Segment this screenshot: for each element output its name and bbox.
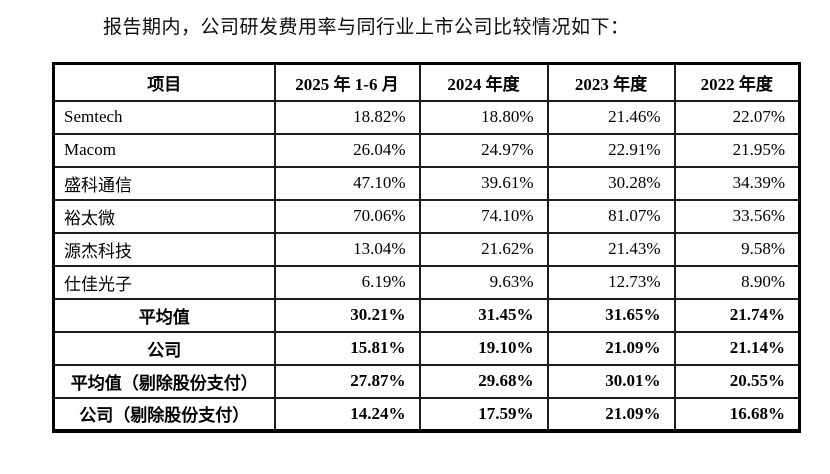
table-header-row: 项目 2025 年 1-6 月 2024 年度 2023 年度 2022 年度 [52,62,801,102]
value-cell: 30.01% [546,363,676,399]
value-cell: 30.21% [273,297,421,333]
value-cell: 18.82% [273,99,421,135]
column-header-item: 项目 [52,62,276,102]
row-label: 平均值 [52,297,276,333]
value-cell: 21.09% [546,330,676,366]
value-cell: 21.46% [546,99,676,135]
value-cell: 22.07% [673,99,801,135]
rd-expense-comparison-table: 项目 2025 年 1-6 月 2024 年度 2023 年度 2022 年度 … [52,62,801,433]
table-row-yutai-micro: 裕太微 70.06% 74.10% 81.07% 33.56% [52,198,801,234]
row-label: 平均值（剔除股份支付） [52,363,276,399]
table-row-macom: Macom 26.04% 24.97% 22.91% 21.95% [52,132,801,168]
table-row-yuanjie-tech: 源杰科技 13.04% 21.62% 21.43% 9.58% [52,231,801,267]
value-cell: 13.04% [273,231,421,267]
row-label: Semtech [52,99,276,135]
intro-paragraph: 报告期内，公司研发费用率与同行业上市公司比较情况如下： [103,17,630,38]
value-cell: 26.04% [273,132,421,168]
value-cell: 81.07% [546,198,676,234]
value-cell: 9.63% [418,264,549,300]
value-cell: 33.56% [673,198,801,234]
value-cell: 27.87% [273,363,421,399]
value-cell: 15.81% [273,330,421,366]
table-row-average-excl-share-payment: 平均值（剔除股份支付） 27.87% 29.68% 30.01% 20.55% [52,363,801,399]
row-label: 公司（剔除股份支付） [52,396,276,432]
value-cell: 34.39% [673,165,801,201]
column-header-2023: 2023 年度 [546,62,676,102]
value-cell: 20.55% [673,363,801,399]
row-label: 源杰科技 [52,231,276,267]
row-label: 裕太微 [52,198,276,234]
value-cell: 16.68% [673,396,801,432]
value-cell: 21.09% [546,396,676,432]
value-cell: 21.74% [673,297,801,333]
value-cell: 19.10% [418,330,549,366]
column-header-2024: 2024 年度 [418,62,549,102]
value-cell: 21.95% [673,132,801,168]
table-row-shengke-tongxin: 盛科通信 47.10% 39.61% 30.28% 34.39% [52,165,801,201]
value-cell: 8.90% [673,264,801,300]
column-header-2022: 2022 年度 [673,62,801,102]
row-label: 盛科通信 [52,165,276,201]
value-cell: 21.62% [418,231,549,267]
value-cell: 9.58% [673,231,801,267]
value-cell: 39.61% [418,165,549,201]
value-cell: 31.45% [418,297,549,333]
value-cell: 47.10% [273,165,421,201]
value-cell: 14.24% [273,396,421,432]
row-label: 公司 [52,330,276,366]
value-cell: 74.10% [418,198,549,234]
value-cell: 29.68% [418,363,549,399]
row-label: 仕佳光子 [52,264,276,300]
value-cell: 22.91% [546,132,676,168]
value-cell: 18.80% [418,99,549,135]
table-row-shijia-photonics: 仕佳光子 6.19% 9.63% 12.73% 8.90% [52,264,801,300]
table-row-semtech: Semtech 18.82% 18.80% 21.46% 22.07% [52,99,801,135]
table-row-company: 公司 15.81% 19.10% 21.09% 21.14% [52,330,801,366]
value-cell: 30.28% [546,165,676,201]
value-cell: 21.43% [546,231,676,267]
column-header-2025-h1: 2025 年 1-6 月 [273,62,421,102]
value-cell: 24.97% [418,132,549,168]
value-cell: 21.14% [673,330,801,366]
value-cell: 17.59% [418,396,549,432]
table-row-average: 平均值 30.21% 31.45% 31.65% 21.74% [52,297,801,333]
row-label: Macom [52,132,276,168]
value-cell: 12.73% [546,264,676,300]
value-cell: 70.06% [273,198,421,234]
value-cell: 31.65% [546,297,676,333]
table-row-company-excl-share-payment: 公司（剔除股份支付） 14.24% 17.59% 21.09% 16.68% [52,396,801,432]
value-cell: 6.19% [273,264,421,300]
